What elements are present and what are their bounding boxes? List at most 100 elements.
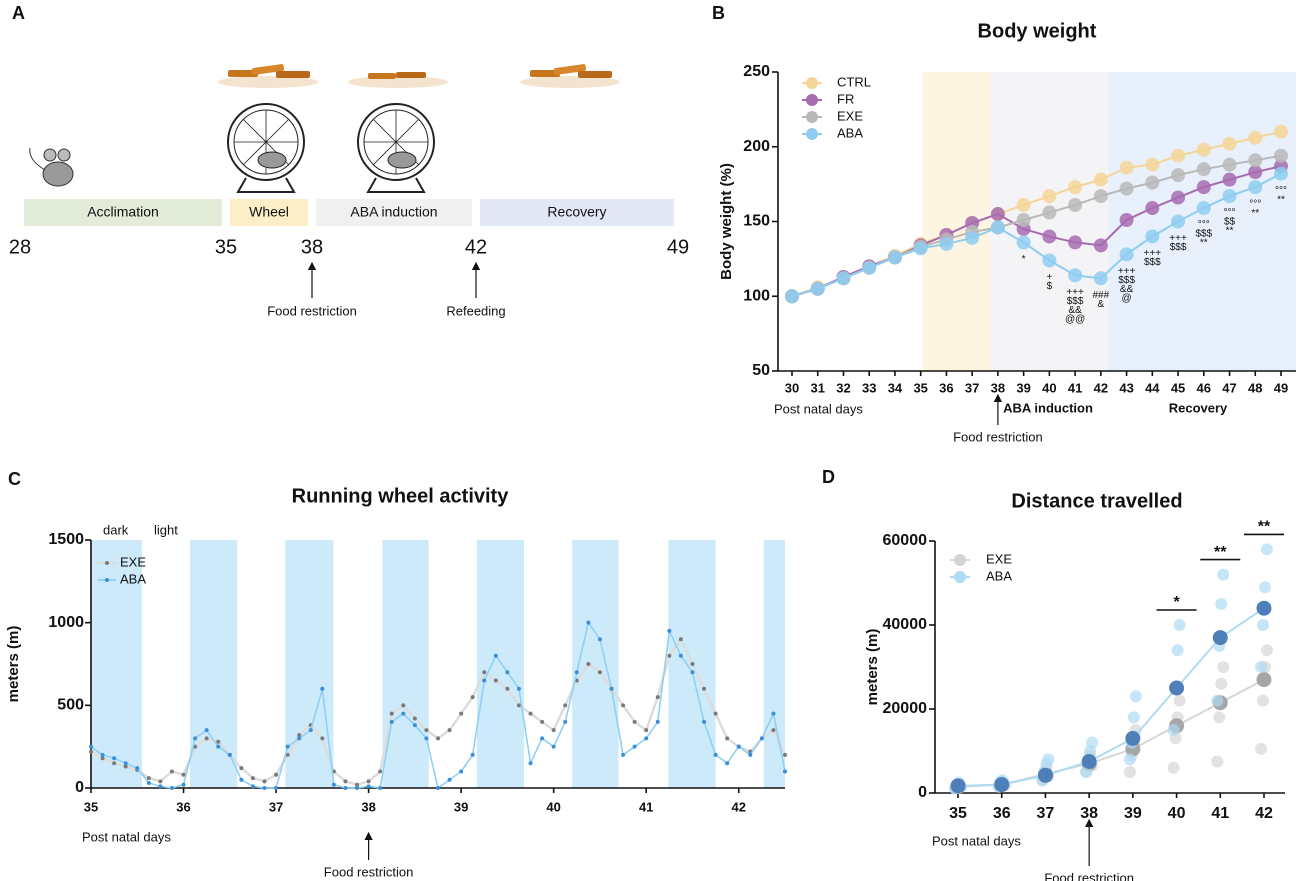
y-tick-label: 1000 [48, 614, 84, 631]
food-pile [218, 64, 620, 88]
legend-phase: light [154, 522, 178, 537]
data-point [1261, 543, 1273, 556]
significance-label: ** [1226, 226, 1234, 237]
data-point [112, 761, 117, 766]
data-point [459, 769, 464, 774]
data-point [1196, 180, 1211, 195]
data-point [836, 271, 851, 286]
data-point [355, 782, 360, 787]
data-point [1222, 189, 1237, 204]
legend-label: ABA [120, 571, 146, 586]
data-point [146, 781, 151, 786]
legend-marker [806, 128, 818, 140]
data-point [1167, 761, 1180, 774]
data-point [1127, 711, 1140, 724]
x-tick-label: 38 [991, 380, 1005, 395]
x-tick-label: 45 [1171, 380, 1185, 395]
legend-marker [806, 77, 818, 89]
chart-title: Distance travelled [1011, 490, 1182, 512]
data-point [736, 744, 741, 749]
timeline-tick: 49 [667, 236, 689, 258]
legend-marker [954, 554, 966, 566]
data-point [158, 779, 163, 784]
x-tick-label: 41 [1068, 380, 1082, 395]
y-tick-label: 100 [743, 287, 770, 304]
data-point [713, 752, 718, 757]
x-tick-label: 40 [1168, 805, 1186, 822]
x-tick-label: 36 [176, 799, 190, 814]
legend-marker [105, 561, 109, 565]
x-tick-label: 41 [639, 799, 653, 814]
data-point [1256, 672, 1272, 688]
significance-label: $$$ [1170, 242, 1187, 253]
x-tick-label: 42 [731, 799, 745, 814]
phase-bar [316, 199, 472, 226]
data-point [667, 628, 672, 633]
x-tick-label: 30 [785, 380, 799, 395]
legend-label: EXE [837, 108, 863, 123]
data-point [436, 786, 440, 790]
data-point [1081, 754, 1097, 769]
data-point [1119, 181, 1134, 196]
data-point [146, 776, 151, 781]
data-point [297, 733, 302, 738]
y-axis-label: meters (m) [864, 629, 881, 706]
significance-label: ** [1251, 208, 1259, 219]
data-point [1093, 189, 1108, 204]
phase-shade [1108, 72, 1296, 371]
significance-label: ** [1214, 544, 1227, 561]
data-point [563, 719, 568, 724]
data-point [343, 786, 348, 790]
significance-label: ** [1258, 519, 1271, 536]
data-point [783, 769, 787, 774]
data-point [1016, 198, 1031, 213]
y-axis-label: Body weight (%) [718, 163, 735, 280]
data-point [447, 728, 452, 733]
data-point [482, 678, 487, 683]
x-tick-label: 40 [546, 799, 560, 814]
data-point [331, 782, 336, 787]
significance-label: $$ [1224, 217, 1236, 228]
data-point [551, 728, 556, 733]
data-point [1119, 160, 1134, 175]
data-point [482, 670, 487, 675]
data-point [493, 678, 498, 683]
data-point [1042, 189, 1057, 204]
chart-title: Running wheel activity [292, 485, 510, 507]
phase-label: Wheel [249, 204, 289, 220]
y-axis-label: meters (m) [5, 626, 22, 703]
data-point [1173, 619, 1186, 631]
x-tick-label: 36 [939, 380, 953, 395]
data-point [785, 289, 799, 304]
data-point [1145, 229, 1160, 244]
data-point [424, 728, 429, 733]
data-point [204, 728, 209, 733]
data-point [887, 250, 902, 265]
significance-label: °°° [1275, 185, 1287, 196]
x-tick-label: 48 [1248, 380, 1262, 395]
significance-label: $$$ [1067, 296, 1084, 307]
data-point [1042, 753, 1055, 766]
x-tick-label: 34 [888, 380, 903, 395]
data-point [994, 777, 1010, 793]
data-point [748, 752, 753, 757]
data-point [505, 670, 510, 675]
data-point [1169, 680, 1185, 696]
data-point [1255, 742, 1267, 755]
data-point [100, 756, 105, 761]
phase-label: Recovery [1169, 400, 1228, 415]
data-point [655, 719, 660, 724]
significance-label: +++ [1169, 233, 1187, 244]
data-point [913, 241, 928, 256]
x-tick-label: 47 [1222, 380, 1236, 395]
data-point [990, 207, 1005, 222]
data-point [810, 281, 825, 296]
data-point [1257, 619, 1269, 631]
chart-title: Body weight [978, 20, 1097, 42]
data-point [1261, 644, 1273, 657]
data-point [1042, 205, 1057, 220]
data-point [389, 719, 394, 724]
x-tick-label: 36 [993, 805, 1011, 822]
data-point [1086, 736, 1099, 749]
